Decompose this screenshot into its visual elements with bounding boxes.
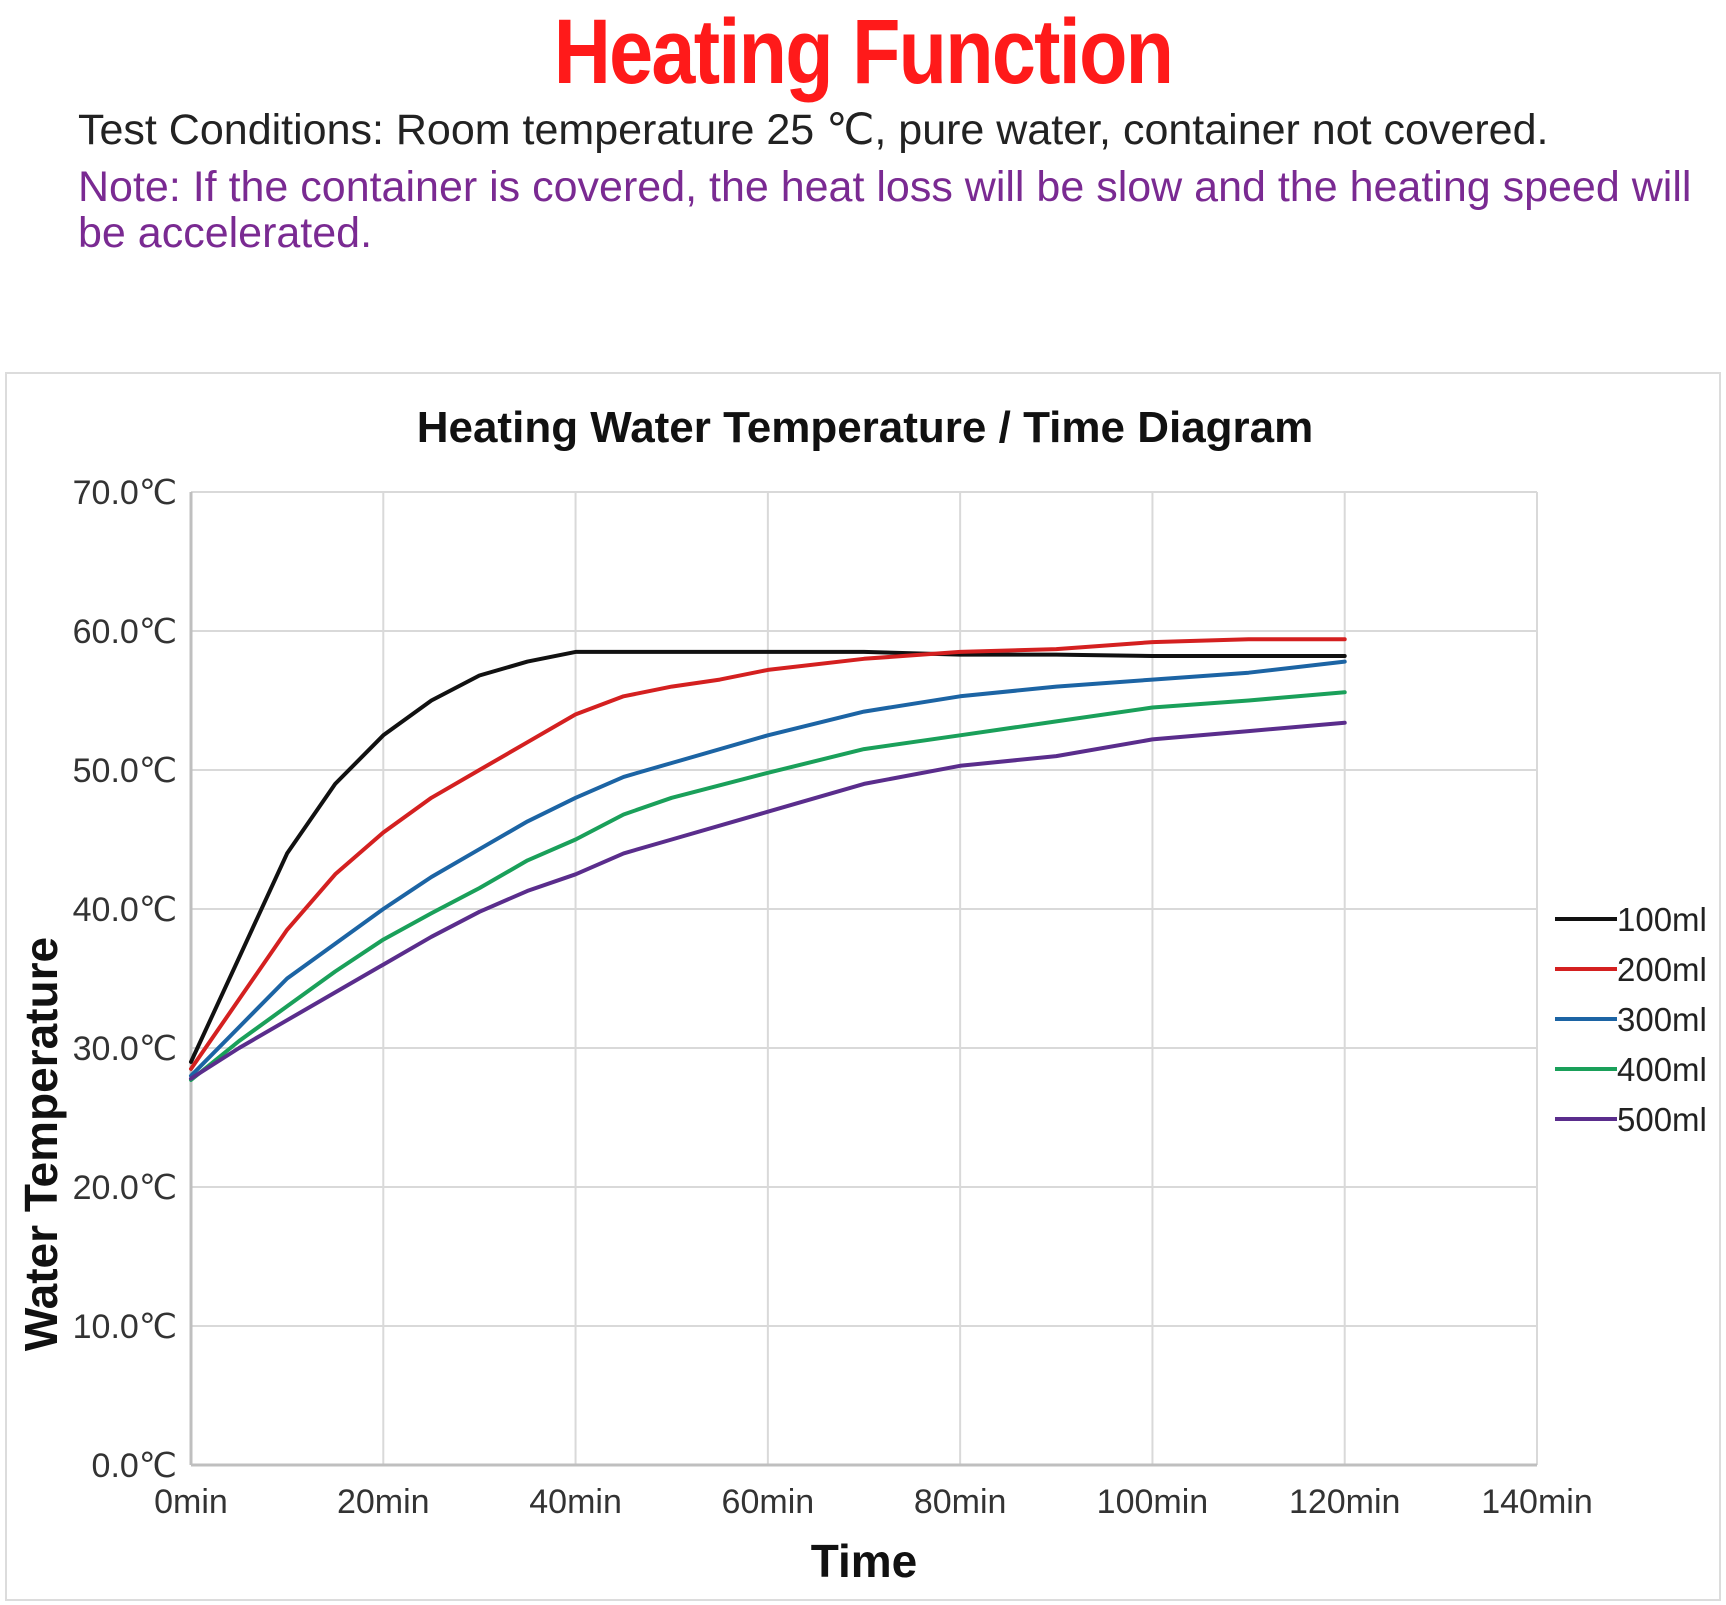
- y-tick-label: 50.0℃: [73, 752, 177, 790]
- x-tick-label: 120min: [1289, 1483, 1401, 1521]
- chart-title: Heating Water Temperature / Time Diagram: [417, 403, 1314, 452]
- y-tick-label: 60.0℃: [73, 613, 177, 651]
- series-line-300ml: [189, 659, 1347, 1078]
- y-tick-label: 70.0℃: [73, 474, 177, 512]
- chart-legend: 100ml 200ml 300ml 400ml 500ml: [1555, 901, 1707, 1138]
- page-title: Heating Function: [553, 1, 1174, 103]
- legend-label: 100ml: [1617, 901, 1707, 938]
- series-line-400ml: [189, 690, 1347, 1082]
- x-tick-label: 80min: [914, 1483, 1007, 1521]
- x-tick-label: 40min: [529, 1483, 622, 1521]
- legend-label: 300ml: [1617, 1001, 1707, 1038]
- test-conditions-text: Test Conditions: Room temperature 25 ℃, …: [78, 106, 1549, 154]
- chart-panel: Heating Water Temperature / Time Diagram…: [5, 372, 1721, 1601]
- legend-label: 500ml: [1617, 1101, 1707, 1138]
- note-text: Note: If the container is covered, the h…: [78, 163, 1692, 257]
- x-tick-label: 140min: [1481, 1483, 1593, 1521]
- chart-series: [189, 637, 1347, 1082]
- chart-axes: 0.0℃ 10.0℃ 20.0℃ 30.0℃ 40.0℃ 50.0℃ 60.0℃ 70.0℃ 0…: [73, 474, 1593, 1521]
- legend-label: 200ml: [1617, 951, 1707, 988]
- series-line-100ml: [189, 649, 1347, 1064]
- series-line-500ml: [189, 720, 1347, 1081]
- y-axis-title: Water Temperature: [15, 937, 67, 1351]
- x-tick-label: 100min: [1097, 1483, 1209, 1521]
- y-tick-label: 40.0℃: [73, 891, 177, 929]
- x-tick-label: 20min: [337, 1483, 430, 1521]
- y-tick-label: 10.0℃: [73, 1308, 177, 1346]
- x-tick-label: 0min: [154, 1483, 228, 1521]
- series-line-200ml: [189, 637, 1347, 1071]
- y-tick-label: 20.0℃: [73, 1169, 177, 1207]
- y-tick-label: 0.0℃: [92, 1447, 177, 1485]
- legend-label: 400ml: [1617, 1051, 1707, 1088]
- y-tick-label: 30.0℃: [73, 1030, 177, 1068]
- x-axis-title: Time: [811, 1535, 918, 1587]
- x-tick-label: 60min: [722, 1483, 815, 1521]
- heating-chart: Heating Water Temperature / Time Diagram…: [15, 403, 1707, 1587]
